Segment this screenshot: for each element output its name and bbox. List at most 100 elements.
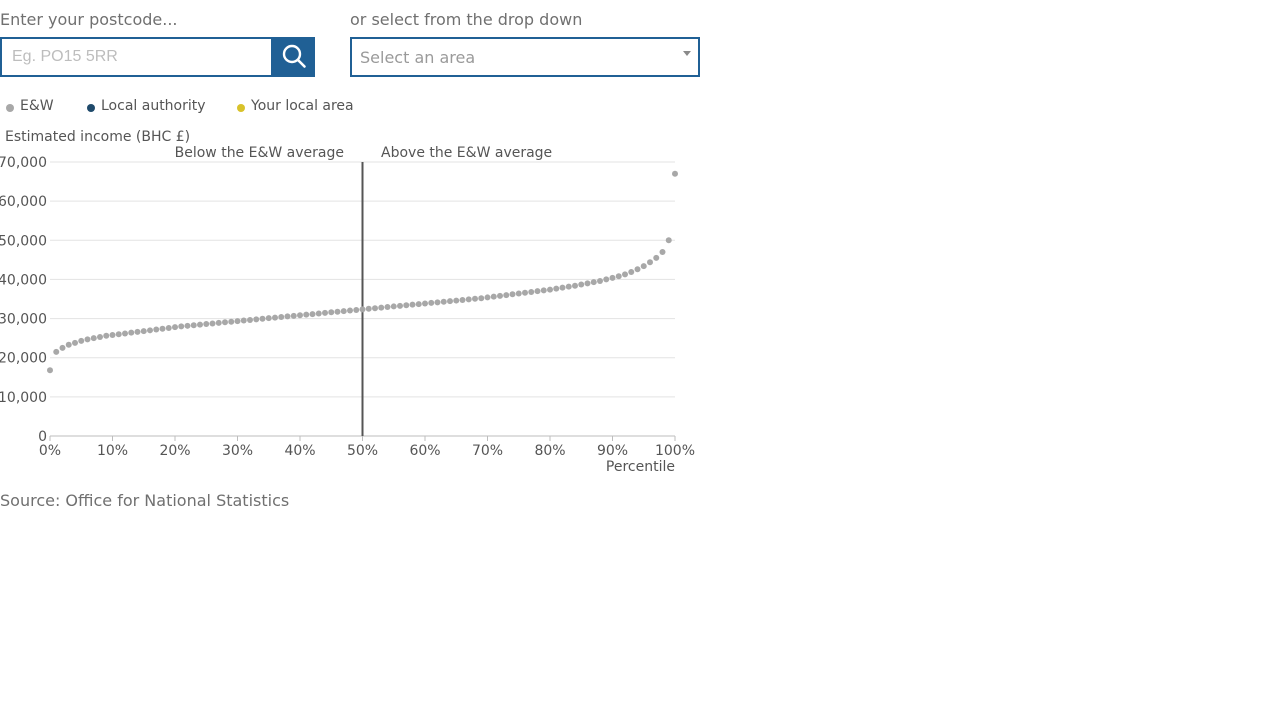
data-point [597, 277, 603, 284]
data-point [359, 306, 366, 313]
area-select[interactable]: Select an area [350, 37, 700, 77]
legend-dot-ew [6, 104, 14, 112]
x-tick-label: 60% [409, 443, 440, 459]
data-point [603, 276, 610, 283]
data-point [559, 284, 566, 291]
data-point [97, 333, 103, 340]
data-point [428, 299, 435, 306]
data-point [203, 321, 210, 328]
search-icon [281, 43, 307, 72]
data-point [128, 329, 135, 336]
data-point [459, 296, 466, 303]
data-point [328, 309, 335, 316]
y-tick-label: 40,000 [0, 272, 47, 288]
data-point [47, 367, 53, 374]
data-point [622, 271, 628, 278]
data-point [509, 291, 516, 298]
postcode-input[interactable] [2, 39, 271, 75]
legend-label-local-authority: Local authority [101, 98, 206, 114]
data-point [440, 298, 447, 305]
data-point [465, 296, 472, 303]
income-percentile-chart: 0 10,000 20,000 30,000 40,000 50,000 60,000 70,… [0, 129, 695, 475]
data-point [190, 322, 197, 329]
data-point [584, 280, 591, 287]
data-point [309, 311, 316, 318]
data-point [297, 312, 303, 319]
data-point [234, 318, 241, 325]
data-point [184, 322, 191, 329]
data-points [47, 170, 678, 374]
legend-dot-local-authority [87, 104, 95, 112]
postcode-field[interactable] [0, 37, 273, 77]
data-point [528, 288, 535, 295]
y-tick-label: 60,000 [0, 194, 47, 210]
data-point [322, 309, 328, 316]
data-point [303, 311, 310, 318]
data-point [115, 331, 122, 338]
data-point [540, 287, 547, 294]
y-tick-label: 0 [38, 429, 47, 445]
data-point [372, 305, 378, 312]
data-point [247, 316, 253, 323]
x-tick-label: 0% [39, 443, 61, 459]
data-point [447, 298, 453, 305]
data-point [334, 308, 341, 315]
data-point [315, 310, 322, 317]
data-point [434, 299, 441, 306]
x-tick-label: 10% [97, 443, 128, 459]
data-point [578, 281, 585, 288]
data-point [353, 306, 360, 313]
data-point [134, 328, 141, 335]
data-point [78, 337, 85, 344]
data-point [484, 294, 491, 301]
data-point [284, 313, 291, 320]
data-point [647, 259, 653, 266]
x-tick-label: 80% [534, 443, 565, 459]
data-point [478, 295, 485, 302]
data-point [240, 317, 247, 324]
x-tick-label: 100% [655, 443, 695, 459]
data-point [615, 273, 622, 280]
data-point [228, 318, 235, 325]
data-point [390, 303, 397, 310]
data-point [659, 249, 666, 256]
data-point [103, 332, 110, 339]
data-point [90, 335, 97, 342]
data-point [490, 293, 497, 300]
x-axis: 0% 10% 20% 30% 40% 50% 60% 70% 80% 90% 100% [39, 436, 695, 459]
data-point [365, 305, 372, 312]
data-point [290, 312, 297, 319]
above-average-label: Above the E&W average [381, 145, 552, 161]
data-point [165, 324, 172, 331]
x-tick-label: 20% [159, 443, 190, 459]
data-point [122, 330, 128, 337]
data-point [453, 297, 460, 304]
data-point [153, 326, 160, 333]
data-point [422, 300, 428, 307]
data-point [84, 336, 91, 343]
data-point [572, 282, 578, 289]
data-point [272, 314, 278, 321]
data-point [672, 170, 678, 177]
data-point [403, 302, 410, 309]
data-point [665, 237, 672, 244]
area-select-placeholder: Select an area [360, 48, 476, 67]
data-point [409, 301, 416, 308]
search-button[interactable] [273, 37, 315, 77]
x-tick-label: 90% [597, 443, 628, 459]
data-point [72, 339, 78, 346]
source-note: Source: Office for National Statistics [0, 491, 290, 510]
data-point [159, 325, 166, 332]
data-point [222, 319, 228, 326]
data-point [628, 268, 635, 275]
data-point [147, 327, 153, 334]
data-point [278, 314, 285, 321]
x-tick-label: 30% [222, 443, 253, 459]
y-axis: 0 10,000 20,000 30,000 40,000 50,000 60,000 70,… [0, 155, 47, 445]
data-point [590, 279, 597, 286]
data-point [347, 307, 353, 314]
data-point [503, 292, 510, 299]
data-point [378, 304, 385, 311]
data-point [609, 274, 616, 281]
data-point [178, 323, 185, 330]
